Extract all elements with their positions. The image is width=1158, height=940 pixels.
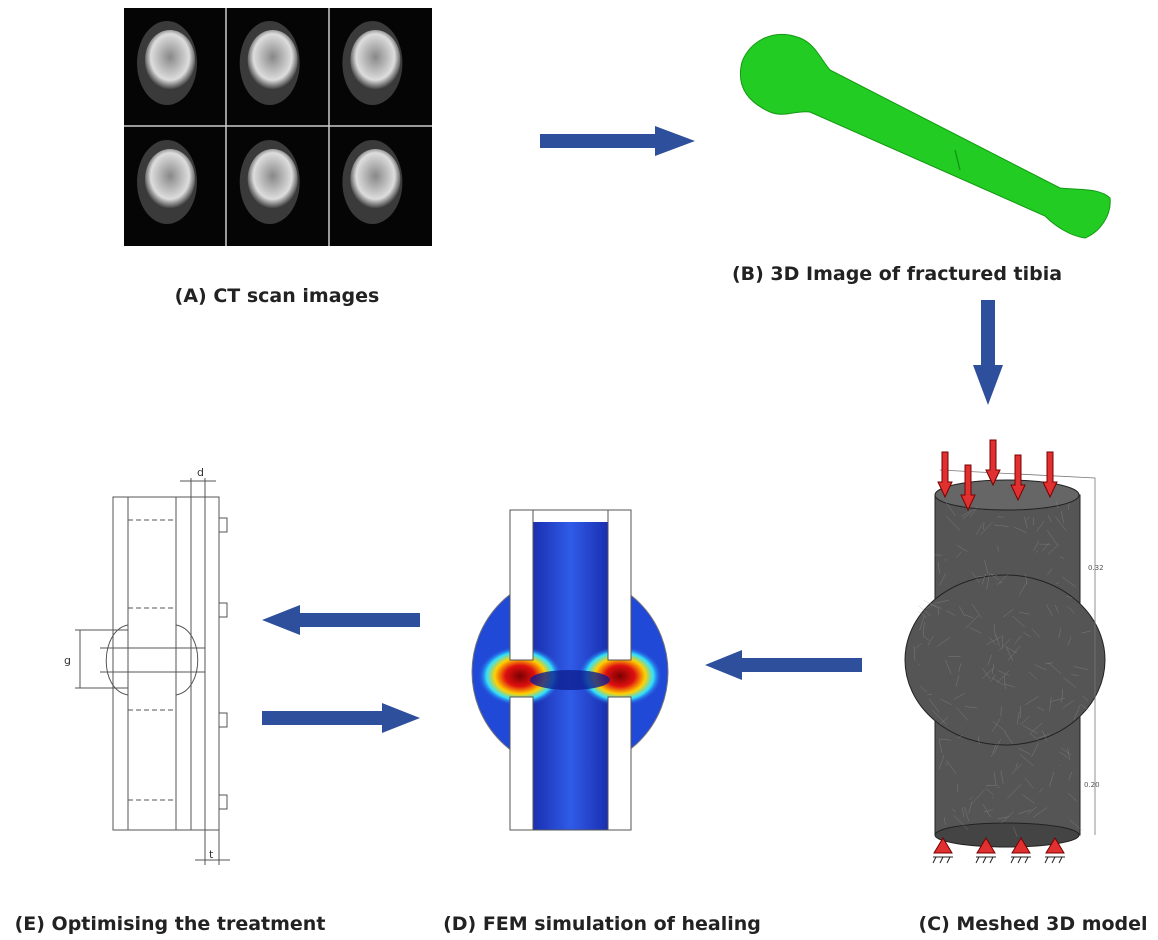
caption: (C) Meshed 3D model — [918, 913, 1147, 935]
dimension-label: g — [64, 654, 71, 667]
support-hatch — [976, 857, 996, 863]
load-arrow — [986, 440, 1000, 485]
diagram: 0.32 0.20 d g t (A) CT scan images (B) 3… — [0, 0, 1158, 940]
meshed-model — [905, 440, 1105, 863]
ct-bone — [145, 149, 195, 209]
ct-bone — [248, 149, 298, 209]
ct-bone — [350, 149, 400, 209]
dimension-label: t — [209, 848, 214, 861]
dimension-label: d — [197, 466, 204, 479]
ct-bone — [248, 30, 298, 90]
support-hatch — [933, 857, 953, 863]
dimension-label: 0.20 — [1084, 781, 1100, 789]
dimension-label: 0.32 — [1088, 564, 1104, 572]
fem-simulation — [472, 510, 668, 830]
ct-images — [124, 8, 432, 246]
ct-bone — [145, 30, 195, 90]
caption: (E) Optimising the treatment — [15, 913, 326, 935]
tibia — [740, 34, 1110, 238]
caption: (B) 3D Image of fractured tibia — [732, 263, 1062, 285]
ct-bone — [350, 30, 400, 90]
caption: (D) FEM simulation of healing — [443, 913, 761, 935]
caption: (A) CT scan images — [175, 285, 380, 307]
support-hatch — [1045, 857, 1065, 863]
support-hatch — [1011, 857, 1031, 863]
fixator-drawing — [75, 478, 230, 865]
